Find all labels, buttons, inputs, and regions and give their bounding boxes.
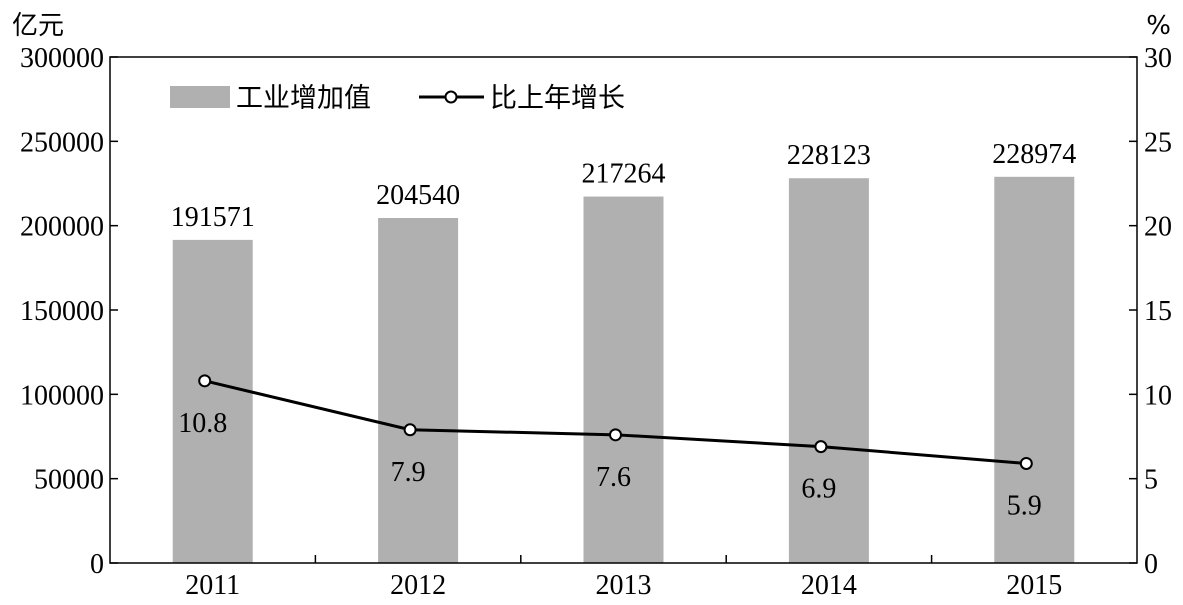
growth-value-label: 7.6	[596, 462, 631, 493]
growth-value-label: 7.9	[391, 457, 426, 488]
left-tick-label: 300000	[20, 43, 104, 74]
right-tick-label: 0	[1144, 549, 1158, 580]
x-tick-label: 2012	[390, 570, 446, 601]
left-tick-label: 0	[90, 549, 104, 580]
legend-label-bar: 工业增加值	[236, 83, 371, 114]
left-tick-label: 200000	[20, 212, 104, 243]
growth-point-2013	[609, 428, 622, 442]
growth-value-label: 5.9	[1007, 490, 1042, 521]
x-tick-label: 2014	[801, 570, 857, 601]
bars-layer	[172, 176, 1075, 564]
bar-2015	[994, 176, 1075, 563]
x-tick-label: 2013	[596, 570, 652, 601]
right-tick-label: 25	[1144, 127, 1172, 158]
growth-value-label: 10.8	[178, 408, 227, 439]
legend-label-line: 比上年增长	[490, 83, 625, 114]
right-axis-unit: %	[1146, 11, 1171, 41]
legend-swatch-bar	[170, 86, 230, 108]
bar-value-label: 217264	[582, 159, 666, 190]
legend: 工业增加值 比上年增长	[170, 83, 625, 114]
left-tick-label: 250000	[20, 127, 104, 158]
left-tick-label: 50000	[34, 465, 104, 496]
x-tick-label: 2011	[185, 570, 240, 601]
bar-2011	[172, 239, 253, 563]
bar-value-label: 228123	[787, 140, 871, 171]
bar-2012	[378, 218, 459, 563]
right-tick-label: 20	[1144, 212, 1172, 243]
bar-value-label: 191571	[171, 202, 255, 233]
right-tick-label: 10	[1144, 380, 1172, 411]
bar-2013	[583, 196, 664, 564]
growth-point-2012	[403, 423, 417, 437]
right-tick-label: 15	[1144, 296, 1172, 327]
axes-layer: 0 50000 100000 150000 200000 250000 300000 0 5 10…	[20, 43, 1172, 601]
x-tick-label: 2015	[1006, 570, 1062, 601]
left-tick-label: 100000	[20, 380, 104, 411]
bar-value-label: 228974	[992, 139, 1076, 170]
right-tick-label: 30	[1144, 43, 1172, 74]
bar-2014	[788, 178, 869, 563]
left-tick-label: 150000	[20, 296, 104, 327]
growth-point-2015	[1019, 456, 1033, 470]
bar-value-label: 204540	[376, 180, 460, 211]
growth-line-layer	[198, 374, 1033, 470]
growth-point-2011	[198, 374, 212, 388]
growth-value-label: 6.9	[801, 474, 836, 505]
growth-point-2014	[814, 440, 828, 454]
right-tick-label: 5	[1144, 465, 1158, 496]
data-labels-layer: 191571 204540 217264 228123 228974 10.8 7.9 7.6…	[171, 139, 1077, 522]
legend-swatch-marker	[444, 90, 458, 104]
left-axis-unit: 亿元	[12, 11, 64, 41]
